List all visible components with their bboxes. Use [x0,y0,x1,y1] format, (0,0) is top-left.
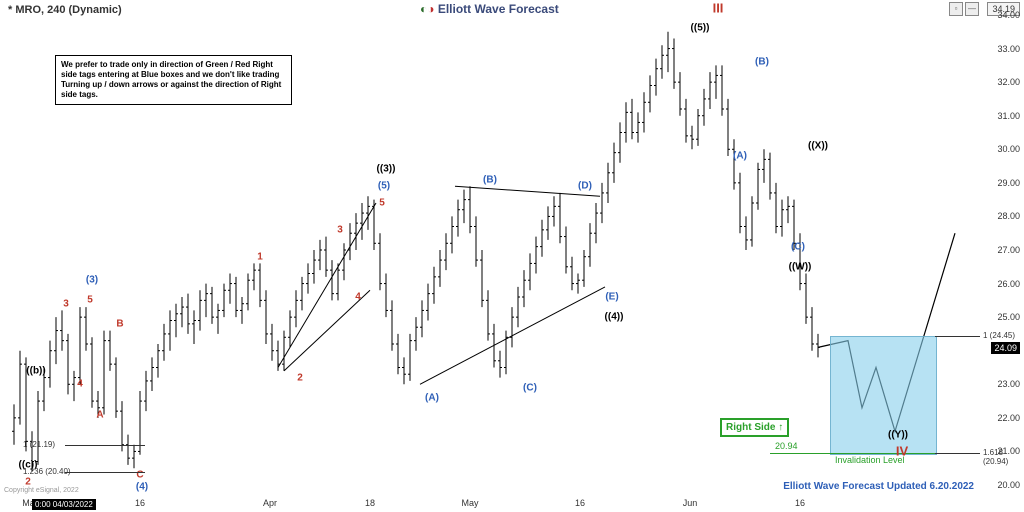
x-tick: 16 [135,498,145,508]
invalidation-line [770,453,935,454]
y-tick: 31.00 [997,111,1020,121]
y-tick: 23.00 [997,379,1020,389]
wave-label: 2 [25,476,31,487]
wave-label: 4 [355,292,361,303]
fib-label: 1 (21.19) [23,440,55,449]
y-tick: 22.00 [997,413,1020,423]
x-axis: Mar16Apr18May16Jun16 [0,492,980,508]
x-tick: 16 [795,498,805,508]
wave-label: (E) [605,292,618,303]
fib-label: 1.618 (20.94) [983,448,1024,466]
chart-container: * MRO, 240 (Dynamic) ◐◑ Elliott Wave For… [0,0,1024,512]
wave-label: 4 [77,379,83,390]
wave-label: A [96,409,103,420]
wave-label: 5 [379,198,385,209]
cursor-time: 0:00 04/03/2022 [32,499,96,510]
wave-label: 5 [87,295,93,306]
wave-label: B [116,318,123,329]
footer-text: Elliott Wave Forecast Updated 6.20.2022 [783,481,974,492]
wave-label: (5) [378,181,390,192]
target-bluebox [830,336,937,456]
invalidation-label: Invalidation Level [835,455,905,465]
invalidation-value: 20.94 [775,441,798,451]
copyright: Copyright eSignal, 2022 [4,487,79,494]
fib-line [65,472,145,473]
wave-label: III [713,1,724,16]
fib-line [65,445,145,446]
y-tick: 20.00 [997,480,1020,490]
wave-label: 1 [257,251,263,262]
y-tick: 32.00 [997,77,1020,87]
wave-label: ((Y)) [888,429,908,440]
fib-label: 1.236 (20.40) [23,467,71,476]
wave-label: (A) [733,151,747,162]
y-tick: 30.00 [997,144,1020,154]
x-tick: 18 [365,498,375,508]
wave-label: (C) [791,241,805,252]
x-tick: 16 [575,498,585,508]
y-tick: 26.00 [997,279,1020,289]
y-axis: 34.00 33.00 32.00 31.00 30.00 29.00 28.00 27.00… [986,0,1022,500]
fib-line [935,336,980,337]
wave-label: ((4)) [605,312,624,323]
y-tick: 28.00 [997,211,1020,221]
wave-label: ((b)) [26,365,45,376]
wave-label: (D) [578,181,592,192]
wave-label: (4) [136,481,148,492]
wave-label: IV [896,444,908,459]
wave-label: ((5)) [691,23,710,34]
wave-label: (B) [755,57,769,68]
wave-label: 3 [337,224,343,235]
y-tick: 33.00 [997,44,1020,54]
wave-label: ((X)) [808,140,828,151]
y-tick: 34.00 [997,10,1020,20]
current-price-tag: 24.09 [991,342,1020,354]
wave-label: ((W)) [789,261,812,272]
wave-label: (A) [425,392,439,403]
wave-label: ((3)) [377,164,396,175]
y-tick: 25.00 [997,312,1020,322]
fib-label: 1 (24.45) [983,331,1015,340]
y-tick: 29.00 [997,178,1020,188]
fib-line [935,453,980,454]
right-side-tag: Right Side ↑ [720,418,789,437]
wave-label: 3 [63,298,69,309]
wave-label: (B) [483,174,497,185]
y-tick: 27.00 [997,245,1020,255]
wave-label: (C) [523,382,537,393]
x-tick: Jun [683,498,698,508]
wave-label: (3) [86,275,98,286]
x-tick: May [461,498,478,508]
x-tick: Apr [263,498,277,508]
wave-label: 2 [297,372,303,383]
